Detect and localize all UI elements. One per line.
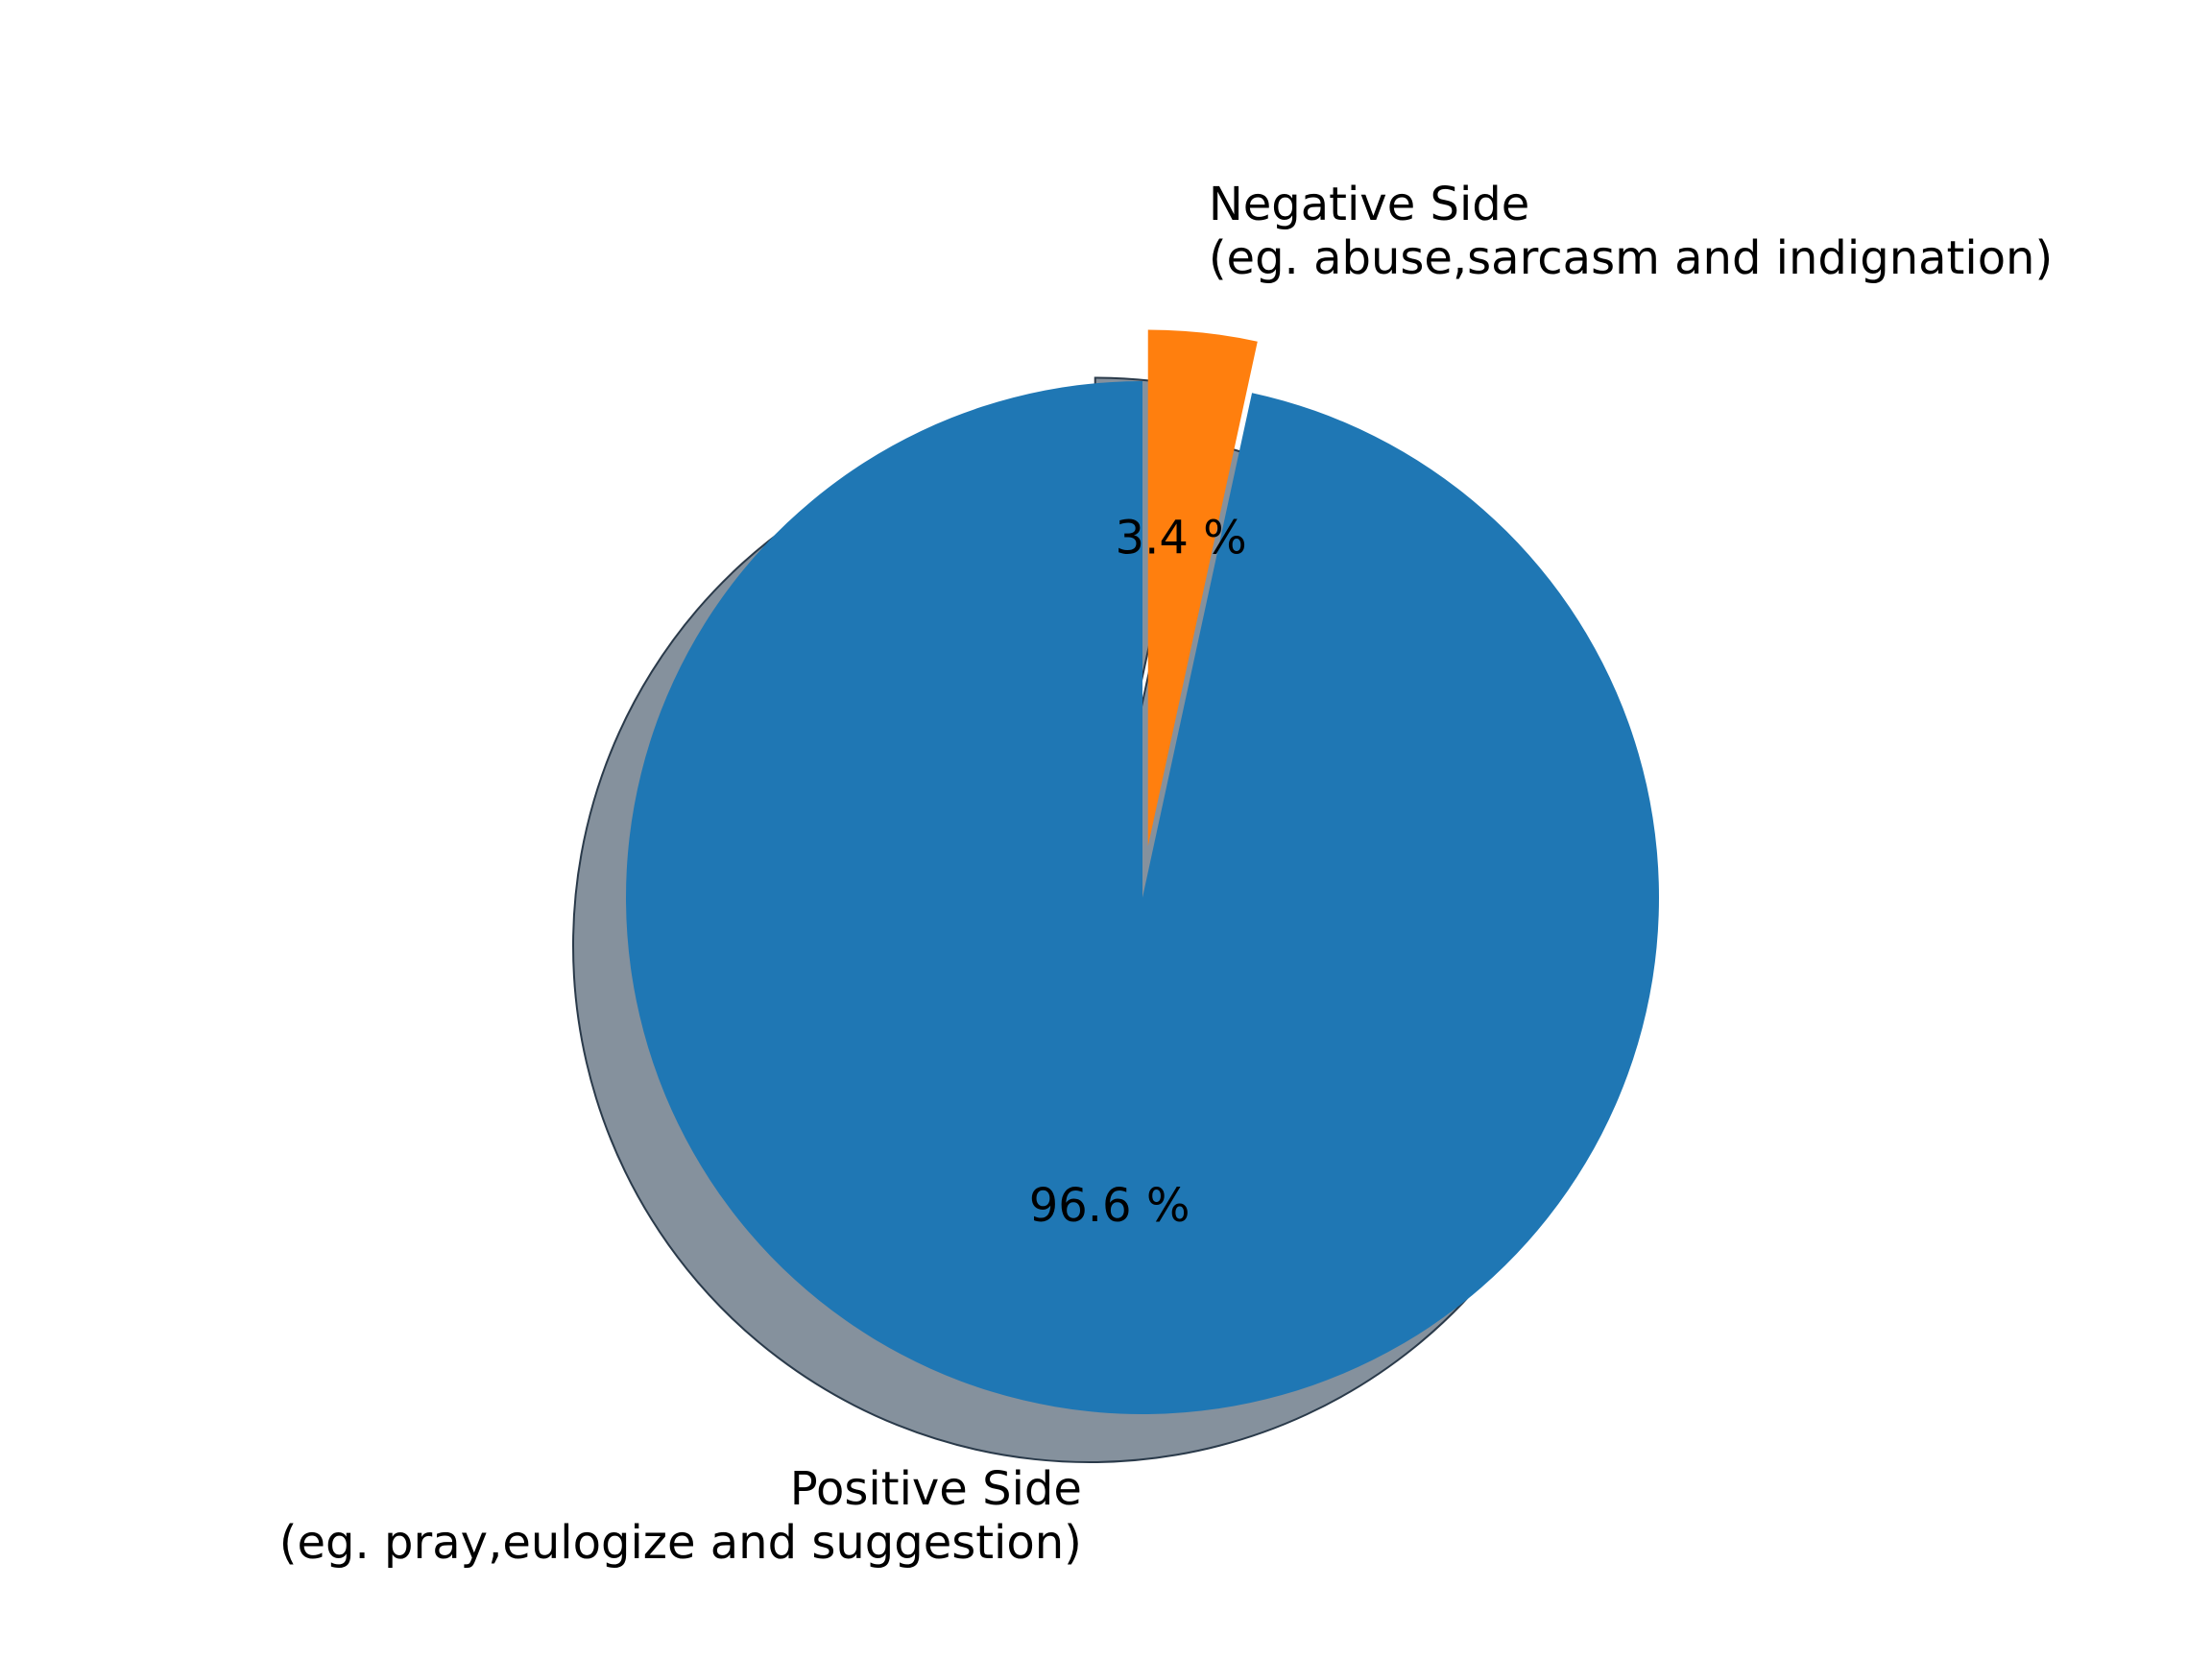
pie-slice <box>626 381 1660 1415</box>
pie-category-label: Negative Side (eg. abuse,sarcasm and indi… <box>1209 178 2053 285</box>
pie-category-label-line: Positive Side <box>790 1462 1082 1516</box>
pie-percent-label: 3.4 % <box>1116 512 1247 565</box>
pie-slice <box>1147 329 1258 847</box>
pie-category-label-line: (eg. pray,eulogize and suggestion) <box>279 1516 1082 1570</box>
pie-text-layer: 3.4 % 96.6 % Negative Side (eg. abuse,sarca… <box>279 178 2053 1570</box>
pie-slice-layer <box>626 329 1660 1415</box>
pie-category-label-line: (eg. abuse,sarcasm and indignation) <box>1209 231 2053 285</box>
pie-category-label-line: Negative Side <box>1209 178 1529 231</box>
pie-percent-label: 96.6 % <box>1029 1179 1190 1233</box>
pie-category-label: Positive Side (eg. pray,eulogize and sugg… <box>279 1462 1082 1570</box>
